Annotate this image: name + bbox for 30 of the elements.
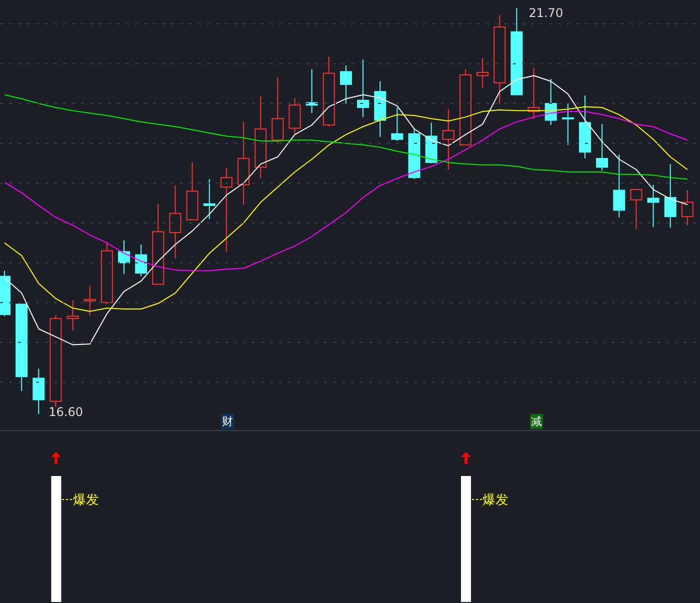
candlestick — [238, 121, 250, 206]
candlestick — [494, 14, 506, 104]
annotation: 减 — [530, 414, 543, 429]
candlestick — [664, 164, 676, 228]
candlestick — [118, 240, 130, 274]
candlestick — [32, 368, 45, 415]
candlestick — [203, 178, 216, 220]
annotation: 财 — [221, 414, 234, 429]
candlestick — [135, 244, 148, 277]
candlestick — [66, 300, 79, 331]
candlestick — [306, 68, 318, 114]
annotation: 16.60 — [48, 405, 84, 420]
candlestick — [84, 285, 96, 316]
candlestick — [288, 97, 301, 134]
annotation: 爆发 — [72, 492, 99, 509]
candlestick — [169, 185, 182, 260]
candlestick — [613, 154, 626, 218]
annotation: 21.70 — [528, 6, 564, 20]
candlestick — [374, 80, 386, 138]
candlestick — [681, 190, 694, 226]
candlestick — [596, 124, 608, 171]
candlestick — [647, 184, 660, 228]
annotation: 爆发 — [482, 492, 508, 509]
candlestick — [476, 58, 489, 88]
candlestick — [442, 108, 454, 170]
candlestick — [254, 96, 267, 179]
candlestick — [562, 103, 574, 146]
candlestick — [578, 95, 591, 159]
candlestick — [220, 168, 232, 252]
candlestick — [357, 59, 370, 118]
